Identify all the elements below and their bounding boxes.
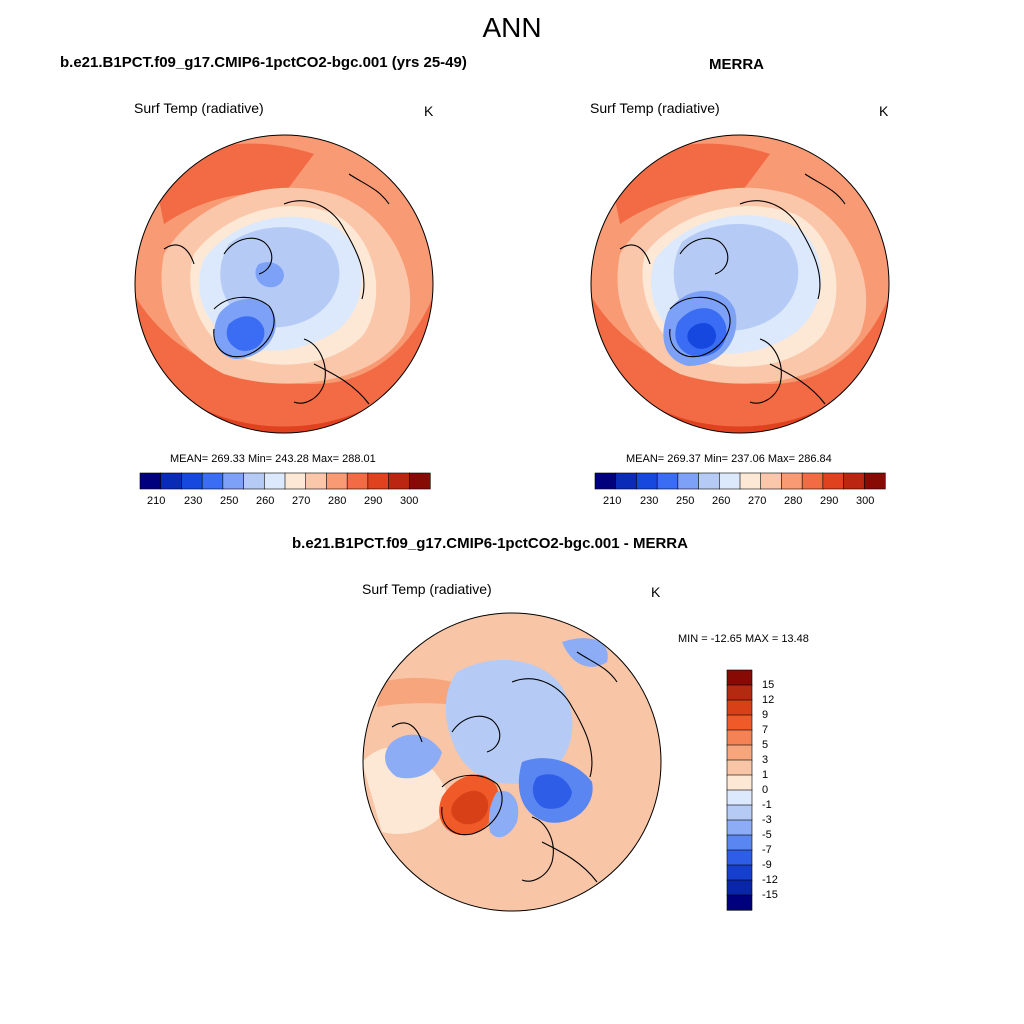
colorbar-swatch (726, 879, 753, 896)
colorbar-tick-label: 300 (856, 495, 875, 507)
colorbar-swatch (726, 834, 753, 851)
colorbar-swatch (726, 744, 753, 761)
colorbar-tick-label: 290 (820, 495, 839, 507)
colorbar-tick-label: 15 (762, 679, 775, 691)
colorbar-swatch (822, 472, 845, 490)
colorbar-tick-label: 210 (603, 495, 622, 507)
colorbar-swatch (263, 472, 286, 490)
colorbar-swatch (781, 472, 803, 490)
panel-diff-subtitle: b.e21.B1PCT.f09_g17.CMIP6-1pctCO2-bgc.00… (292, 535, 688, 552)
colorbar-swatch (656, 472, 679, 490)
colorbar-tick-label: 230 (640, 495, 659, 507)
colorbar-swatch (139, 472, 162, 490)
colorbar-swatch (346, 472, 369, 490)
colorbar-swatch (615, 472, 638, 490)
colorbar-swatch (726, 759, 753, 776)
colorbar-tick-label: 210 (147, 495, 166, 507)
colorbar-swatch (718, 472, 741, 490)
colorbar-swatch (726, 789, 753, 806)
panel-model-unit-label: K (424, 103, 434, 119)
colorbar-swatch (594, 472, 617, 490)
colorbar-swatch (726, 669, 753, 686)
colorbar-swatch (243, 472, 265, 490)
colorbar-tick-label: 7 (762, 724, 769, 736)
colorbar-swatch (326, 472, 348, 490)
colorbar-tick-label: 0 (762, 784, 769, 796)
colorbar-tick-label: 3 (762, 754, 769, 766)
colorbar-swatch (160, 472, 183, 490)
panel-model-polar-map (134, 134, 434, 434)
colorbar-swatch (726, 774, 753, 791)
panel-obs-subtitle: MERRA (709, 56, 764, 73)
colorbar-swatch (726, 684, 753, 701)
colorbar-tick-label: 12 (762, 694, 775, 706)
colorbar-tick-label: -9 (762, 859, 772, 871)
colorbar-swatch (726, 894, 753, 911)
colorbar-tick-label: 290 (364, 495, 383, 507)
panel-obs-stats: MEAN= 269.37 Min= 237.06 Max= 286.84 (626, 453, 832, 465)
colorbar-tick-label: 260 (256, 495, 275, 507)
colorbar-swatch (222, 472, 245, 490)
panel-obs-colorbar (594, 472, 886, 490)
colorbar-tick-label: 1 (762, 769, 769, 781)
colorbar-swatch (726, 804, 753, 821)
colorbar-tick-label: -15 (762, 889, 778, 901)
colorbar-tick-label: -1 (762, 799, 772, 811)
panel-model-stats: MEAN= 269.33 Min= 243.28 Max= 288.01 (170, 453, 376, 465)
colorbar-tick-label: 280 (784, 495, 803, 507)
colorbar-swatch (863, 472, 886, 490)
colorbar-swatch (677, 472, 700, 490)
panel-model-colorbar (139, 472, 431, 490)
panel-model-variable-label: Surf Temp (radiative) (134, 100, 264, 116)
colorbar-swatch (843, 472, 865, 490)
colorbar-swatch (726, 864, 753, 881)
colorbar-tick-label: 300 (400, 495, 419, 507)
panel-diff-colorbar (726, 669, 753, 911)
panel-diff-polar-map (362, 612, 662, 912)
colorbar-tick-label: 5 (762, 739, 769, 751)
panel-diff-stats: MIN = -12.65 MAX = 13.48 (678, 633, 809, 645)
colorbar-tick-label: 250 (220, 495, 239, 507)
panel-obs-variable-label: Surf Temp (radiative) (590, 100, 720, 116)
colorbar-tick-label: 280 (328, 495, 347, 507)
colorbar-tick-label: 9 (762, 709, 769, 721)
colorbar-swatch (181, 472, 203, 490)
panel-obs-unit-label: K (879, 103, 889, 119)
colorbar-swatch (760, 472, 783, 490)
colorbar-swatch (726, 819, 753, 836)
colorbar-swatch (726, 699, 753, 716)
colorbar-tick-label: 270 (748, 495, 767, 507)
colorbar-tick-label: -5 (762, 829, 772, 841)
colorbar-swatch (801, 472, 824, 490)
colorbar-swatch (726, 714, 753, 731)
colorbar-swatch (305, 472, 328, 490)
colorbar-swatch (201, 472, 224, 490)
colorbar-swatch (726, 729, 753, 746)
panel-diff-unit-label: K (651, 584, 661, 600)
colorbar-tick-label: 260 (712, 495, 731, 507)
colorbar-swatch (698, 472, 720, 490)
panel-obs-polar-map (590, 134, 890, 434)
colorbar-swatch (367, 472, 390, 490)
colorbar-swatch (388, 472, 410, 490)
colorbar-swatch (739, 472, 762, 490)
colorbar-swatch (636, 472, 658, 490)
figure-title: ANN (482, 12, 542, 43)
colorbar-swatch (726, 849, 753, 866)
colorbar-swatch (284, 472, 307, 490)
colorbar-tick-label: 270 (292, 495, 311, 507)
colorbar-swatch (408, 472, 431, 490)
colorbar-tick-label: 230 (184, 495, 203, 507)
panel-diff-variable-label: Surf Temp (radiative) (362, 581, 492, 597)
colorbar-tick-label: -3 (762, 814, 772, 826)
colorbar-tick-label: -7 (762, 844, 772, 856)
colorbar-tick-label: -12 (762, 874, 778, 886)
colorbar-tick-label: 250 (676, 495, 695, 507)
panel-model-subtitle: b.e21.B1PCT.f09_g17.CMIP6-1pctCO2-bgc.00… (60, 54, 467, 71)
